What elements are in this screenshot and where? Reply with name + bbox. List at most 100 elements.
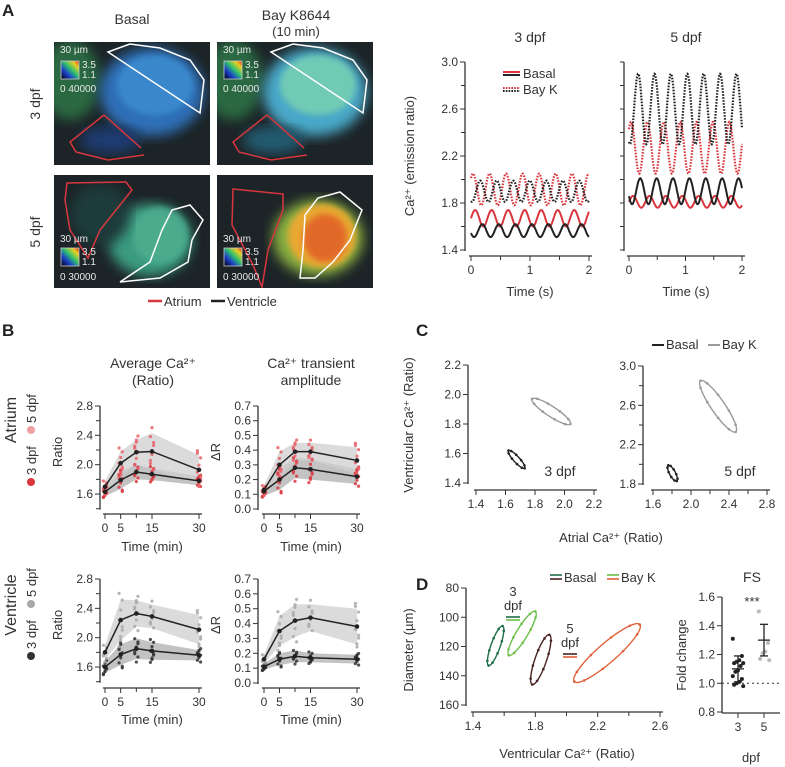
data-point — [308, 462, 313, 466]
legend-5dpf: 5 dpf — [24, 568, 39, 597]
data-point — [136, 629, 140, 633]
group-label: 3 — [509, 584, 516, 599]
loop-marker — [530, 397, 534, 401]
row-label-5dpf: 5 dpf — [27, 216, 43, 247]
data-point — [353, 604, 357, 608]
data-point — [134, 599, 138, 603]
x-tick-label: 1.8 — [527, 497, 544, 511]
y-axis-label: ΔR — [208, 616, 223, 634]
loop-marker — [487, 664, 490, 667]
data-point — [148, 660, 152, 664]
data-point — [293, 454, 297, 458]
x-tick-label: 2.4 — [721, 497, 738, 511]
colorbar-max: 3.5 — [82, 60, 96, 71]
data-point — [295, 461, 299, 465]
loop-marker — [536, 397, 539, 401]
data-point — [310, 629, 314, 633]
loop-marker — [512, 636, 515, 639]
y-axis-label: Fold change — [674, 619, 689, 691]
data-point — [197, 482, 201, 486]
data-point — [295, 597, 299, 601]
colorbar-max: 3.5 — [245, 60, 259, 71]
legend-label: Basal — [564, 570, 597, 585]
trace-ventricle-basal — [628, 177, 743, 206]
loop-marker — [553, 418, 556, 421]
x-tick-label: 2 — [739, 263, 746, 277]
data-point — [355, 645, 359, 649]
chart-c3: 1.4 1.6 1.8 2.0 2.2 1.4 1.6 1.8 2.0 2.2 Atrial Ca²… — [401, 357, 663, 545]
data-point — [310, 651, 314, 655]
mean-marker — [102, 650, 108, 655]
mean-marker — [102, 484, 108, 489]
chart-bVR: 1.6 2.0 2.4 2.8 0 5 15 30 Time (min) Ratio — [50, 572, 206, 727]
y-tick-label: 120 — [439, 640, 459, 654]
loop-marker — [675, 479, 679, 483]
y-tick-label: 1.8 — [619, 477, 636, 491]
legend-label: Bay K — [523, 82, 558, 97]
mean-marker — [292, 449, 298, 454]
loop-marker — [529, 628, 533, 631]
y-tick-label: 2.0 — [444, 388, 461, 402]
mean-marker — [134, 449, 139, 455]
trace-atrium-basal — [470, 208, 590, 228]
y-axis-label: Ratio — [50, 437, 65, 467]
atrium-outline — [69, 114, 145, 161]
loop-marker — [601, 667, 605, 671]
y-tick-label: 0.0 — [234, 502, 251, 516]
data-point — [732, 661, 737, 666]
loop-marker — [716, 416, 720, 420]
y-tick-label: 0.6 — [234, 414, 251, 428]
data-point — [195, 608, 199, 613]
data-point — [355, 642, 359, 646]
mean-marker — [261, 487, 267, 493]
data-point — [119, 641, 123, 645]
y-axis-label: Ventricular Ca²⁺ (Ratio) — [401, 357, 416, 492]
y-tick-label: 0.7 — [234, 399, 251, 413]
data-point — [264, 661, 268, 665]
loop-marker — [536, 648, 540, 652]
loop-marker — [515, 462, 519, 466]
mean-marker — [354, 474, 360, 479]
loop-marker — [487, 649, 491, 652]
y-tick-label: 1.8 — [444, 417, 461, 431]
y-tick-label: 1.6 — [444, 447, 461, 461]
data-point — [357, 484, 361, 488]
x-axis-label: Atrial Ca²⁺ (Ratio) — [559, 530, 663, 545]
legend-5dpf: 5 dpf — [24, 394, 39, 423]
loop-marker — [705, 382, 709, 385]
mean-marker — [292, 618, 298, 623]
scale-bar-label: 30 µm — [223, 234, 251, 245]
chart-c5: 1.8 2.2 2.6 3.0 1.6 2.0 2.4 2.8 5 dpf Basal Bay K — [619, 337, 775, 511]
x-tick-label: 0 — [102, 521, 109, 535]
data-point — [148, 480, 152, 484]
colorbar-min: 1.1 — [245, 257, 259, 268]
data-point — [150, 644, 154, 649]
row-label-3dpf: 3 dpf — [27, 88, 43, 119]
heart-image-bayk-3dpf — [217, 42, 373, 165]
loop-marker — [567, 417, 570, 421]
x-tick-label: 30 — [192, 695, 206, 709]
x-tick-label: 15 — [304, 695, 318, 709]
data-point — [133, 444, 137, 448]
data-point — [279, 664, 283, 668]
data-point — [197, 642, 201, 646]
data-point — [293, 626, 297, 631]
data-point — [308, 438, 313, 442]
data-point — [260, 483, 264, 488]
x-tick-label: 1 — [527, 263, 534, 277]
loop-marker — [558, 410, 562, 413]
data-point — [279, 489, 283, 493]
loop-marker — [669, 475, 673, 479]
loop-marker — [705, 400, 709, 404]
data-point — [307, 442, 311, 447]
y-tick-label: 3.0 — [441, 55, 458, 69]
loop-marker — [532, 402, 536, 406]
legend-label: Bay K — [722, 337, 757, 352]
data-point — [148, 605, 152, 609]
data-point — [103, 660, 107, 664]
mean-marker — [149, 449, 155, 454]
legend-atrium: Atrium — [164, 294, 202, 309]
data-point — [134, 479, 138, 484]
data-point — [291, 613, 295, 617]
x-tick-label: 5 — [276, 695, 283, 709]
